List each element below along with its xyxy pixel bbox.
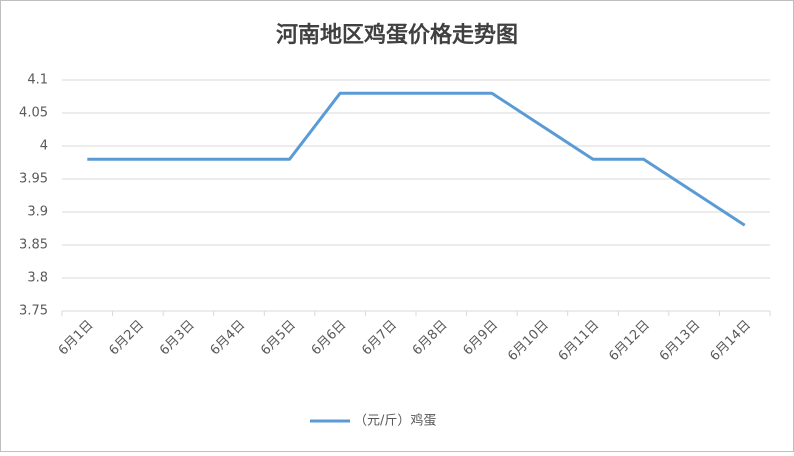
y-tick-label: 3.8 [27, 271, 48, 286]
y-tick-label: 4.1 [27, 73, 48, 88]
y-tick-label: 3.9 [27, 205, 48, 220]
y-tick-label: 4.05 [19, 106, 48, 121]
y-tick-label: 4 [40, 139, 48, 154]
y-tick-label: 3.75 [19, 304, 48, 319]
data-line [87, 91, 746, 227]
y-tick-label: 3.85 [19, 238, 48, 253]
y-tick-label: 3.95 [19, 172, 48, 187]
chart-title: 河南地区鸡蛋价格走势图 [276, 22, 518, 48]
legend-label: （元/斤）鸡蛋 [354, 413, 436, 429]
